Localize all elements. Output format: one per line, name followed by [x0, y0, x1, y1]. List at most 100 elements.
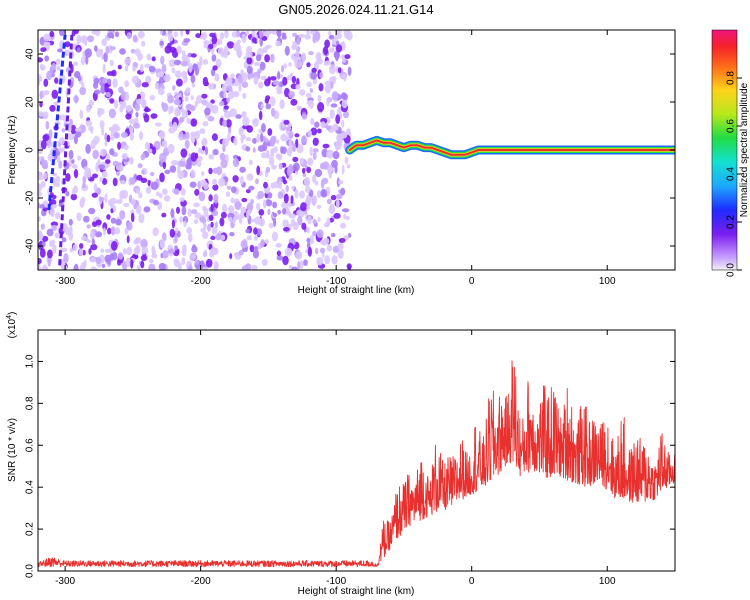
spectrogram-noise-blob [95, 256, 102, 264]
spectrogram-y-ticks: -40 -20 0 20 40 [25, 48, 675, 253]
spectrogram-noise-blob [173, 98, 181, 106]
spectrogram-noise-blob [316, 190, 322, 199]
spectrogram-noise-blob [172, 121, 178, 132]
spectrogram-noise-blob [43, 172, 48, 180]
spectrogram-noise-blob [264, 239, 269, 245]
spectrogram-noise-blob [38, 191, 43, 197]
spectrogram-noise-blob [211, 35, 218, 45]
spectrogram-noise-blob [161, 64, 167, 73]
spectrogram-noise-blob [270, 76, 277, 81]
spectrogram-noise-blob [239, 166, 246, 173]
spectrogram-noise-blob [260, 103, 265, 109]
spectrogram-noise-blob [193, 202, 201, 208]
spectrogram-noise-blob [306, 166, 312, 174]
spectrogram-noise-blob [124, 80, 130, 88]
spectrogram-noise-blob [256, 133, 261, 143]
spectrogram-noise-blob [61, 237, 67, 243]
spectrogram-noise-blob [286, 75, 293, 81]
spectrogram-noise-blob [104, 83, 109, 94]
spectrogram-noise-blob [149, 94, 156, 101]
spectrogram-noise-blob [233, 137, 238, 146]
spectrogram-noise-blob [85, 143, 91, 154]
spectrogram-noise-blob [231, 31, 237, 38]
spectrogram-noise-blob [132, 34, 138, 43]
spectrogram-noise-blob [101, 170, 108, 178]
spectrogram-noise-blob [204, 107, 211, 116]
snr-y-tick-label: 1.0 [25, 354, 36, 368]
spectrogram-noise-blob [140, 260, 145, 269]
spectrogram-noise-blob [151, 253, 158, 259]
spectrogram-noise-blob [238, 249, 244, 256]
spectrogram-noise-blob [242, 116, 250, 127]
spectrogram-noise-blob [309, 146, 313, 157]
spectrogram-noise-blob [301, 52, 306, 62]
spectrogram-noise-blob [157, 71, 165, 78]
snr-x-tick-label: -200 [191, 576, 211, 587]
spectrogram-noise-blob [134, 102, 140, 112]
spectrogram-noise-blob [282, 255, 289, 266]
spectrogram-noise-blob [65, 173, 71, 182]
spectrogram-noise-blob [121, 100, 127, 109]
spectrogram-noise-blob [331, 76, 337, 81]
spectrogram-noise-blob [245, 228, 251, 234]
spectrogram-noise-blob [102, 178, 108, 185]
spectrogram-noise-blob [46, 228, 54, 237]
spectrogram-noise-blob [270, 53, 275, 63]
spectrogram-noise-blob [46, 70, 52, 81]
spectrogram-noise-blob [133, 122, 140, 129]
spectrogram-noise-blob [208, 194, 213, 202]
spectrogram-noise-blob [118, 86, 124, 94]
spectrogram-x-tick-label: -100 [326, 276, 346, 287]
spectrogram-noise-blob [214, 73, 220, 82]
colorbar-ticks: 0.0 0.2 0.4 0.6 0.8 [726, 71, 742, 277]
spectrogram-noise-blob [136, 265, 141, 270]
spectrogram-noise-blob [246, 173, 254, 181]
spectrogram-noise-blob [322, 143, 330, 149]
spectrogram-noise-blob [312, 195, 318, 205]
spectrogram-noise-blob [301, 222, 307, 230]
spectrogram-noise-blob [336, 134, 343, 142]
spectrogram-noise-blob [310, 118, 315, 125]
spectrogram-noise-blob [168, 59, 176, 67]
spectrogram-noise-layer [38, 30, 353, 270]
spectrogram-noise-blob [260, 152, 268, 159]
spectrogram-noise-blob [109, 148, 115, 156]
spectrogram-noise-blob [318, 83, 324, 92]
spectrogram-noise-blob [139, 131, 144, 141]
spectrogram-noise-blob [218, 177, 226, 187]
spectrogram-noise-blob [241, 33, 247, 43]
spectrogram-noise-blob [263, 181, 268, 189]
spectrogram-noise-blob [122, 248, 127, 255]
spectrogram-noise-blob [39, 91, 43, 100]
spectrogram-y-tick-label: -20 [25, 190, 36, 205]
spectrogram-noise-blob [253, 227, 258, 235]
spectrogram-noise-blob [257, 190, 265, 200]
spectrogram-noise-blob [245, 146, 251, 152]
spectrogram-noise-blob [190, 169, 196, 179]
spectrogram-noise-blob [56, 65, 61, 71]
spectrogram-noise-blob [146, 53, 152, 61]
spectrogram-noise-blob [152, 227, 159, 237]
spectrogram-noise-blob [86, 35, 95, 43]
spectrogram-noise-blob [135, 244, 141, 254]
spectrogram-noise-blob [246, 235, 252, 241]
spectrogram-noise-blob [126, 221, 133, 231]
spectrogram-noise-blob [312, 219, 317, 225]
spectrogram-noise-blob [110, 136, 115, 141]
spectrogram-noise-blob [153, 199, 159, 206]
spectrogram-noise-blob [187, 208, 192, 217]
spectrogram-noise-blob [184, 139, 190, 149]
spectrogram-noise-blob [347, 264, 351, 270]
spectrogram-noise-blob [331, 159, 338, 168]
spectrogram-noise-blob [114, 31, 120, 38]
spectrogram-noise-blob [344, 156, 349, 165]
spectrogram-noise-blob [102, 227, 106, 236]
spectrogram-noise-blob [162, 249, 169, 259]
spectrogram-noise-blob [61, 264, 68, 270]
spectrogram-noise-blob [196, 160, 202, 168]
spectrogram-noise-blob [239, 175, 244, 185]
spectrogram-noise-blob [208, 154, 215, 160]
spectrogram-noise-blob [261, 123, 266, 133]
spectrogram-noise-blob [126, 235, 130, 244]
spectrogram-noise-blob [323, 237, 330, 245]
